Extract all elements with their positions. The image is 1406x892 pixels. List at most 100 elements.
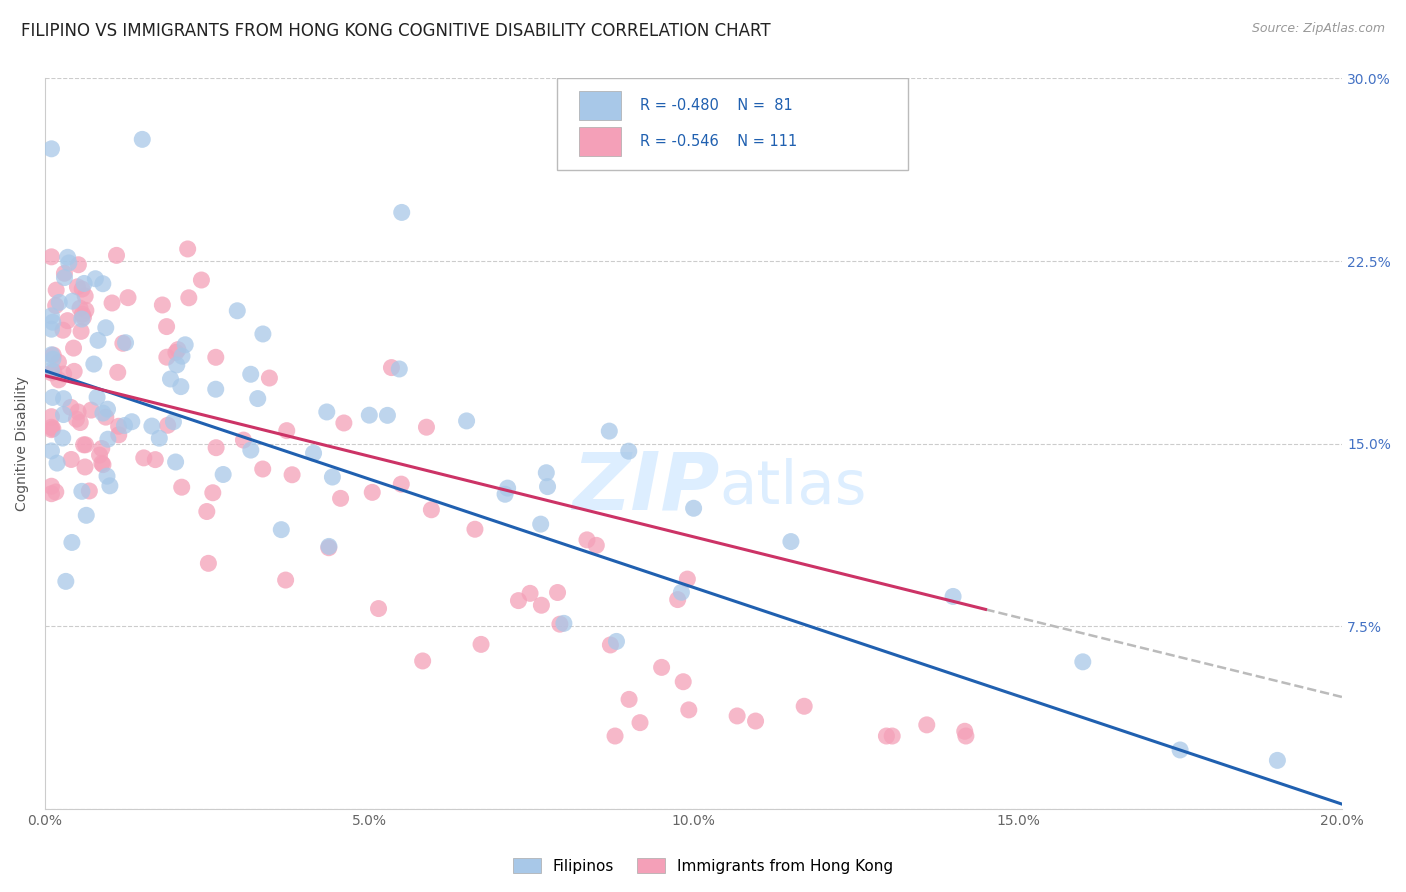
Point: [114, 418, 136, 433]
Point: [955, 729, 977, 743]
Point: [72, 438, 94, 452]
Point: [73, 460, 96, 475]
Point: [53, 266, 76, 280]
Point: [90, 442, 112, 456]
Point: [915, 718, 938, 732]
Point: [41, 250, 63, 264]
Point: [875, 729, 897, 743]
Point: [56, 250, 79, 264]
Point: [318, 541, 340, 555]
Point: [45, 299, 67, 313]
Text: FILIPINO VS IMMIGRANTS FROM HONG KONG COGNITIVE DISABILITY CORRELATION CHART: FILIPINO VS IMMIGRANTS FROM HONG KONG CO…: [21, 22, 770, 40]
Point: [170, 480, 193, 494]
Point: [204, 351, 226, 365]
Point: [420, 502, 443, 516]
Point: [60, 452, 83, 467]
Point: [75, 289, 97, 303]
Point: [682, 501, 704, 516]
Point: [318, 540, 340, 554]
Point: [1071, 655, 1094, 669]
Point: [97, 432, 120, 446]
Point: [212, 467, 235, 482]
Point: [143, 452, 166, 467]
Point: [42, 365, 65, 379]
Point: [239, 443, 262, 458]
FancyBboxPatch shape: [579, 91, 621, 120]
Point: [536, 480, 558, 494]
Point: [148, 431, 170, 445]
Point: [48, 373, 70, 387]
Point: [59, 401, 82, 415]
Point: [1168, 743, 1191, 757]
Point: [603, 729, 626, 743]
Point: [464, 522, 486, 536]
Point: [333, 416, 356, 430]
Point: [58, 256, 80, 270]
Point: [232, 433, 254, 447]
Point: [415, 420, 437, 434]
Point: [48, 295, 70, 310]
Point: [70, 312, 93, 326]
Point: [547, 585, 569, 599]
Point: [42, 352, 65, 367]
Point: [155, 319, 177, 334]
Point: [190, 273, 212, 287]
Point: [204, 382, 226, 396]
Point: [141, 419, 163, 434]
Point: [67, 405, 90, 419]
Point: [170, 379, 193, 393]
Point: [90, 456, 112, 470]
Point: [536, 466, 558, 480]
Point: [156, 350, 179, 364]
Point: [80, 403, 103, 417]
Point: [585, 538, 607, 552]
Point: [42, 422, 65, 436]
Point: [672, 674, 695, 689]
Point: [744, 714, 766, 728]
Point: [195, 504, 218, 518]
Point: [41, 423, 63, 437]
Point: [226, 303, 249, 318]
Point: [628, 715, 651, 730]
Point: [91, 406, 114, 420]
Point: [276, 424, 298, 438]
Text: ZIP: ZIP: [572, 449, 720, 526]
Point: [329, 491, 352, 506]
Point: [72, 307, 94, 321]
Point: [62, 294, 84, 309]
Point: [391, 205, 413, 219]
Point: [197, 557, 219, 571]
Point: [953, 724, 976, 739]
Point: [75, 438, 97, 452]
Point: [75, 303, 97, 318]
Point: [470, 637, 492, 651]
Point: [72, 310, 94, 325]
Point: [41, 348, 63, 362]
Point: [46, 456, 69, 470]
Point: [131, 132, 153, 146]
Text: R = -0.546    N = 111: R = -0.546 N = 111: [640, 134, 797, 149]
Point: [548, 617, 571, 632]
Point: [41, 479, 63, 493]
Point: [678, 703, 700, 717]
Point: [91, 277, 114, 291]
Point: [389, 477, 412, 491]
Point: [41, 366, 63, 380]
Point: [94, 410, 117, 425]
Point: [52, 392, 75, 406]
Point: [553, 616, 575, 631]
Point: [367, 601, 389, 615]
Point: [671, 585, 693, 599]
Point: [201, 485, 224, 500]
Point: [651, 660, 673, 674]
Point: [605, 634, 627, 648]
Point: [53, 270, 76, 285]
Point: [666, 592, 689, 607]
Point: [780, 534, 803, 549]
Point: [48, 355, 70, 369]
Point: [69, 301, 91, 316]
Point: [321, 470, 343, 484]
Point: [70, 484, 93, 499]
Point: [56, 313, 79, 327]
Point: [159, 372, 181, 386]
